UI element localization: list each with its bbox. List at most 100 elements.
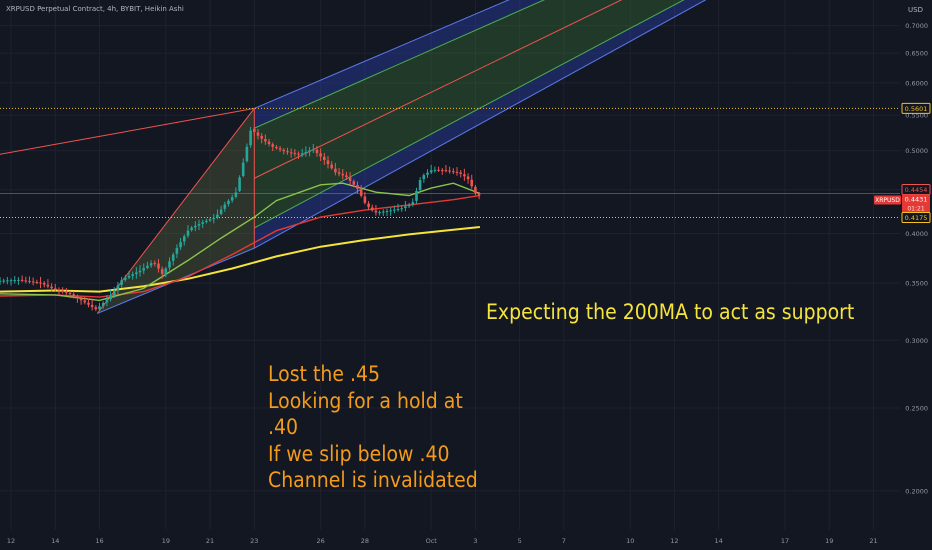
time-tick-label: 19: [825, 537, 833, 545]
candle-body: [370, 207, 374, 211]
candle-body: [39, 282, 42, 284]
candle-body: [293, 152, 297, 154]
time-tick-label: 7: [562, 537, 566, 545]
candle-body: [168, 261, 171, 268]
candle-body: [448, 170, 451, 172]
candle-body: [396, 209, 400, 210]
candle-body: [300, 153, 304, 155]
candle-body: [282, 149, 286, 152]
moving-average-line: [0, 226, 481, 293]
candle-body: [230, 197, 234, 201]
moving-average-line: [0, 194, 481, 298]
candle-body: [175, 247, 179, 254]
candle-body: [407, 204, 411, 207]
channel-annotation: Lost the .45 Looking for a hold at .40 I…: [268, 362, 478, 492]
candle-body: [98, 306, 101, 310]
candle-body: [120, 280, 123, 285]
candle-body: [90, 304, 94, 307]
candle-body: [57, 289, 61, 291]
price-level-tag: [901, 102, 931, 114]
candle-body: [160, 269, 164, 275]
price-tick-label: 0.4000: [905, 230, 928, 238]
current-price-value: 0.4431: [905, 195, 928, 203]
candle-body: [105, 299, 109, 303]
candle-body: [79, 298, 83, 301]
candle-body: [13, 280, 16, 282]
candle-body: [455, 171, 459, 173]
candle-body: [201, 222, 204, 224]
time-tick-label: 10: [626, 537, 634, 545]
candle-body: [2, 280, 5, 282]
candle-body: [319, 153, 322, 157]
candle-body: [378, 212, 381, 214]
price-tick-label: 0.6000: [905, 79, 928, 87]
candle-body: [426, 172, 429, 175]
candle-body: [183, 236, 186, 242]
candle-body: [286, 151, 289, 153]
candle-body: [326, 160, 330, 165]
channel-line: [254, 0, 685, 229]
candle-body: [245, 146, 249, 162]
candle-body: [418, 180, 422, 190]
time-axis: 12 14 16 19 21 23 26 28 Oct 3 5 7 10 12 14 17 19 21: [7, 537, 878, 545]
candle-body: [131, 274, 134, 276]
time-tick-label: 14: [715, 537, 723, 545]
candle-body: [422, 175, 426, 179]
candle-body: [0, 280, 2, 282]
price-tick-label: 0.5000: [905, 147, 928, 155]
candle-body: [223, 204, 227, 209]
candle-body: [433, 169, 437, 171]
heikin-ashi-candles: [0, 126, 481, 312]
support-annotation: Expecting the 200MA to act as support: [486, 300, 855, 324]
candle-body: [116, 285, 120, 290]
candle-body: [190, 227, 193, 230]
candle-body: [459, 172, 462, 174]
candle-body: [83, 300, 87, 303]
price-level-tag-label: 0.4454: [905, 186, 928, 194]
time-tick-label: 26: [316, 537, 324, 545]
candle-body: [304, 151, 308, 154]
candle-body: [330, 164, 333, 169]
time-tick-label: 21: [206, 537, 214, 545]
candle-body: [312, 149, 315, 151]
candle-body: [109, 295, 112, 300]
candle-body: [164, 268, 168, 275]
candle-body: [35, 282, 39, 283]
candle-body: [337, 172, 341, 174]
time-tick-label: 12: [7, 537, 15, 545]
candle-body: [179, 242, 182, 248]
candle-body: [72, 294, 75, 297]
chart-grid: [0, 0, 900, 530]
candle-body: [157, 263, 160, 269]
candle-body: [135, 272, 138, 274]
candle-body: [452, 171, 455, 173]
candle-body: [194, 225, 197, 228]
time-tick-label: 5: [518, 537, 522, 545]
time-tick-label: 16: [95, 537, 103, 545]
candle-body: [153, 262, 157, 264]
candle-body: [9, 280, 13, 282]
candle-body: [275, 146, 278, 149]
time-tick-label: 12: [670, 537, 678, 545]
candle-body: [315, 149, 319, 153]
price-tick-label: 0.5500: [905, 112, 928, 120]
candle-body: [385, 211, 389, 213]
candle-body: [171, 254, 175, 261]
candle-body: [241, 162, 245, 176]
candle-body: [415, 191, 418, 201]
price-level-tag-label: 0.4175: [905, 214, 928, 222]
candle-body: [352, 181, 356, 185]
symbol-header: XRPUSD Perpetual Contract, 4h, BYBIT, He…: [6, 5, 184, 13]
candle-body: [17, 279, 20, 281]
candle-body: [374, 210, 378, 213]
candle-body: [186, 230, 190, 236]
time-tick-label: 17: [781, 537, 789, 545]
price-axis-panel[interactable]: [900, 0, 932, 550]
candle-body: [359, 189, 363, 196]
time-axis-panel[interactable]: [0, 530, 932, 550]
candle-body: [227, 200, 230, 205]
candle-body: [127, 275, 131, 278]
